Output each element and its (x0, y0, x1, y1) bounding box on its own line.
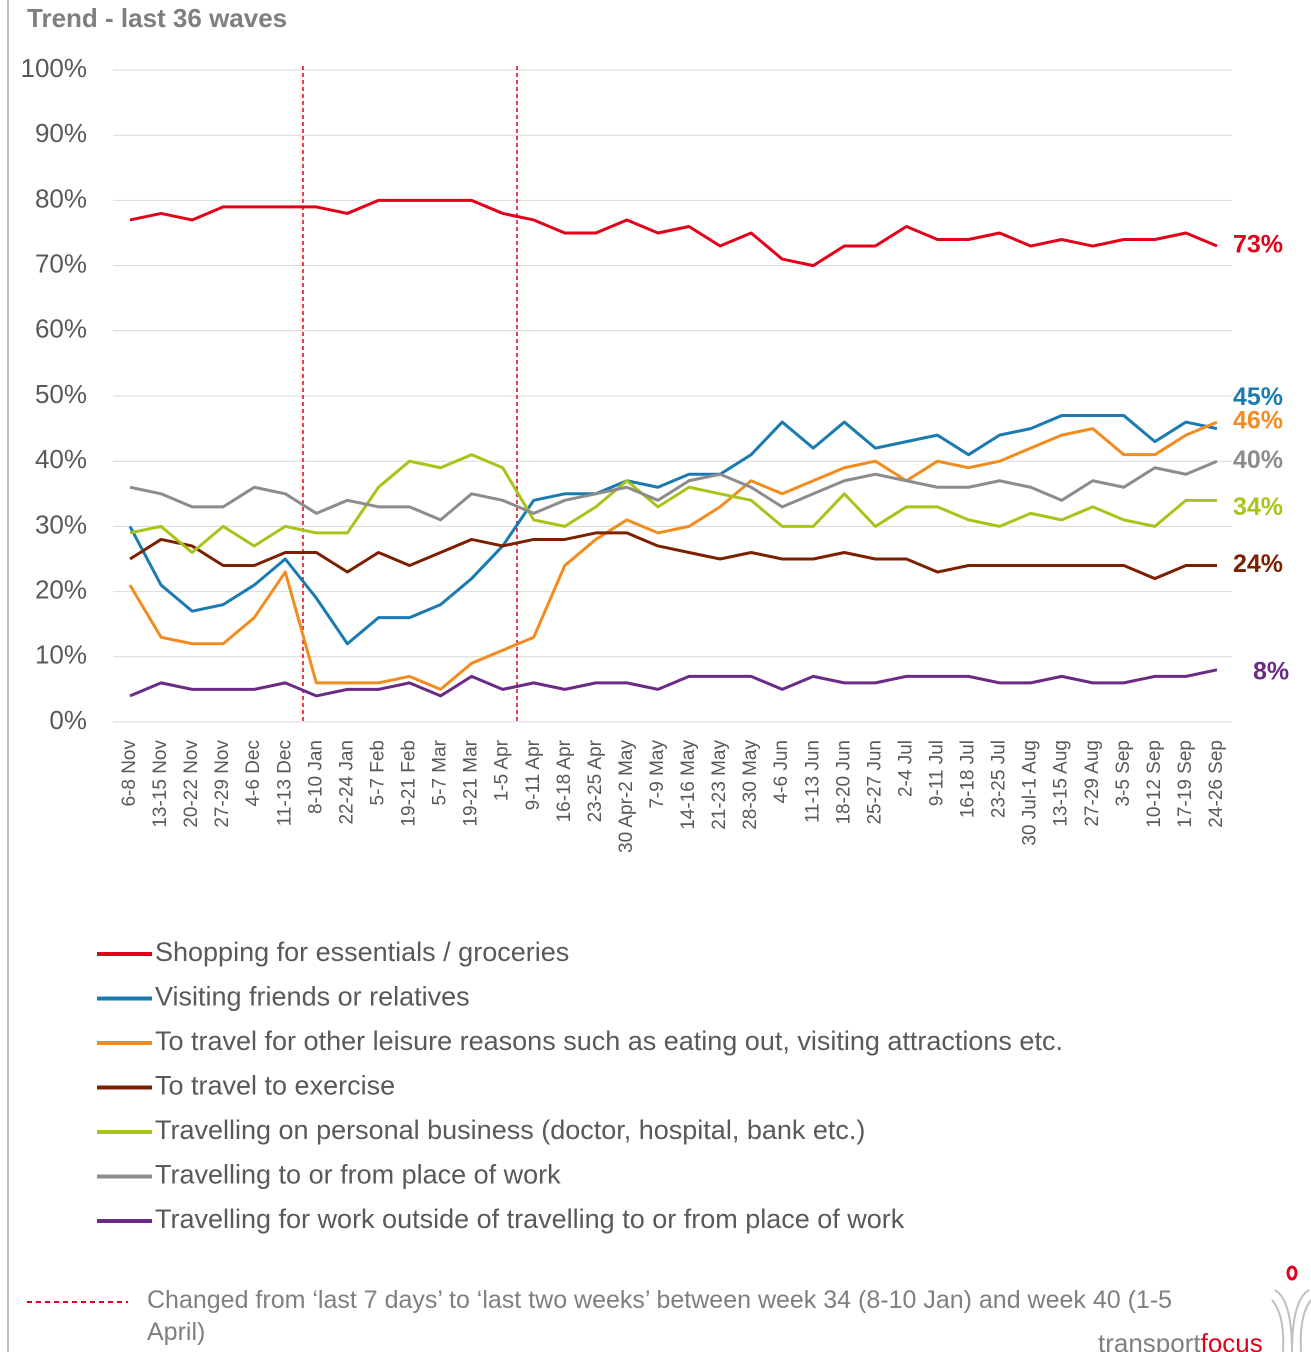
y-tick-label: 10% (35, 640, 87, 670)
x-tick-label: 2-4 Jul (895, 740, 916, 797)
series-line (129, 459, 1218, 522)
x-tick-label: 13-15 Nov (150, 740, 171, 828)
legend-label: To travel to exercise (155, 1071, 395, 1101)
legend-label: To travel for other leisure reasons such… (155, 1026, 1063, 1056)
x-tick-label: 13-15 Aug (1051, 740, 1072, 827)
x-tick-label: 10-12 Sep (1144, 740, 1165, 828)
x-tick-label: 11-13 Dec (274, 740, 295, 826)
x-tick-label: 25-27 Jun (864, 740, 885, 825)
x-tick-label: 16-18 Jul (958, 740, 979, 818)
y-tick-label: 0% (49, 705, 87, 735)
end-label: 46% (1233, 407, 1283, 435)
x-tick-label: 23-25 Jul (989, 740, 1010, 818)
series-line (129, 198, 1218, 268)
x-tick-label: 19-21 Feb (399, 740, 420, 827)
x-tick-label: 17-19 Sep (1175, 740, 1196, 828)
end-label: 73% (1233, 231, 1283, 259)
legend-label: Shopping for essentials / groceries (155, 937, 569, 967)
x-tick-label: 27-29 Aug (1082, 740, 1103, 827)
y-tick-label: 40% (35, 444, 87, 474)
end-label: 45% (1233, 383, 1283, 411)
y-tick-label: 100% (21, 53, 88, 83)
x-tick-label: 7-9 May (647, 740, 668, 809)
legend-label: Travelling to or from place of work (155, 1160, 561, 1190)
series-line (128, 420, 1218, 691)
x-tick-label: 21-23 May (709, 740, 730, 830)
x-tick-label: 8-10 Jan (305, 740, 326, 814)
series-line (129, 531, 1217, 581)
legend-label: Travelling for work outside of travellin… (155, 1204, 905, 1234)
end-label: 8% (1253, 657, 1289, 685)
series-line (129, 453, 1217, 554)
x-tick-label: 14-16 May (678, 740, 699, 830)
x-tick-label: 5-7 Mar (430, 739, 451, 805)
logo-part: focus (1201, 1328, 1263, 1352)
x-tick-label: 20-22 Nov (181, 740, 202, 828)
x-tick-label: 30 Jul-1 Aug (1020, 740, 1041, 846)
chart-title: Trend - last 36 waves (27, 3, 287, 33)
y-tick-label: 90% (35, 118, 87, 148)
x-tick-label: 9-11 Apr (523, 739, 544, 810)
x-tick-label: 3-5 Sep (1113, 740, 1134, 807)
x-tick-label: 11-13 Jun (802, 740, 823, 823)
footnote: Changed from ‘last 7 days’ to ‘last two … (147, 1286, 1173, 1346)
y-tick-label: 80% (35, 183, 87, 213)
legend-label: Visiting friends or relatives (155, 982, 470, 1012)
logo-text: transportfocus (1098, 1328, 1263, 1352)
x-tick-label: 27-29 Nov (212, 740, 233, 828)
legend-label: Travelling on personal business (doctor,… (155, 1115, 865, 1145)
x-tick-label: 28-30 May (740, 740, 761, 830)
x-tick-label: 6-8 Nov (119, 740, 140, 807)
x-tick-label: 1-5 Apr (492, 739, 513, 801)
y-tick-label: 70% (35, 248, 87, 278)
x-tick-label: 30 Apr-2 May (616, 740, 637, 853)
x-tick-label: 19-21 Mar (461, 739, 482, 826)
y-tick-label: 60% (35, 314, 87, 344)
y-tick-label: 20% (35, 574, 87, 604)
series-line (128, 414, 1218, 646)
x-tick-label: 4-6 Jun (771, 740, 792, 803)
end-label: 34% (1233, 493, 1283, 521)
logo-icon (1271, 1265, 1311, 1352)
series-line (129, 668, 1218, 698)
x-tick-label: 23-25 Apr (585, 739, 606, 822)
logo-part: transport (1098, 1328, 1201, 1352)
x-tick-label: 22-24 Jan (336, 740, 357, 825)
x-tick-label: 24-26 Sep (1206, 740, 1227, 828)
x-tick-label: 9-11 Jul (927, 740, 948, 806)
x-tick-label: 4-6 Dec (243, 740, 264, 807)
x-tick-label: 18-20 Jun (833, 740, 854, 825)
end-label: 24% (1233, 550, 1283, 578)
y-tick-label: 30% (35, 509, 87, 539)
y-tick-label: 50% (35, 379, 87, 409)
end-label: 40% (1233, 446, 1283, 474)
x-tick-label: 5-7 Feb (367, 740, 388, 805)
x-tick-label: 16-18 Apr (554, 739, 575, 822)
